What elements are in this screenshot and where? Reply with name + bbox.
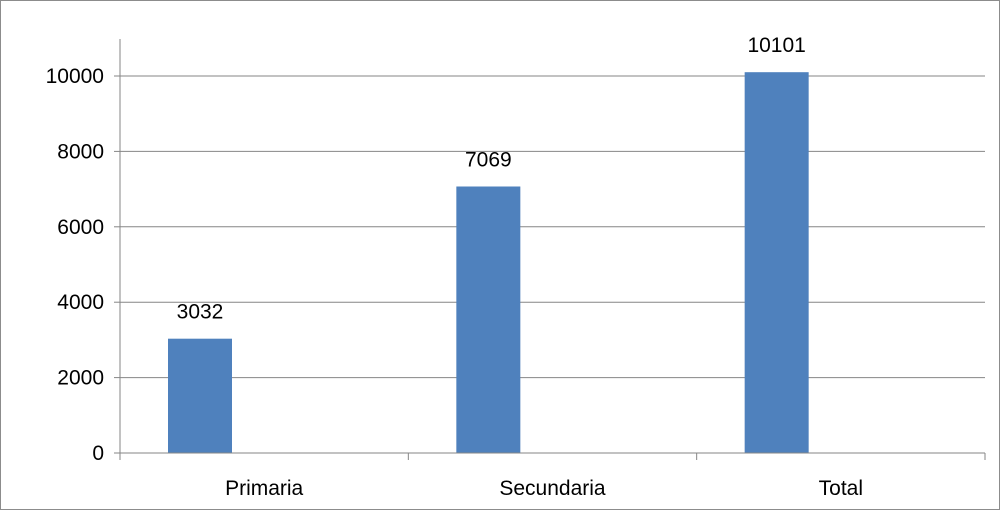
data-label: 10101 [747,34,805,57]
data-label: 3032 [177,301,224,324]
category-label: Secundaria [499,477,606,500]
y-tick-label: 4000 [57,291,104,314]
data-label: 7069 [465,148,512,171]
gridlines [120,75,985,379]
bar [744,72,809,454]
bars [168,72,809,454]
y-tick-label: 0 [92,442,104,465]
y-tick-label: 6000 [57,216,104,239]
category-label: Total [819,477,863,500]
y-axis-ticks: 0 2000 4000 6000 8000 10000 [46,65,120,465]
bar [168,338,232,453]
y-tick-label: 8000 [57,140,104,163]
bar [456,186,521,453]
category-label: Primaria [225,477,303,500]
axes [119,39,986,460]
y-tick-label: 2000 [57,367,104,390]
category-labels: Primaria Secundaria Total [225,477,863,500]
data-labels: 3032 7069 10101 [177,34,806,324]
y-tick-label: 10000 [46,65,104,88]
